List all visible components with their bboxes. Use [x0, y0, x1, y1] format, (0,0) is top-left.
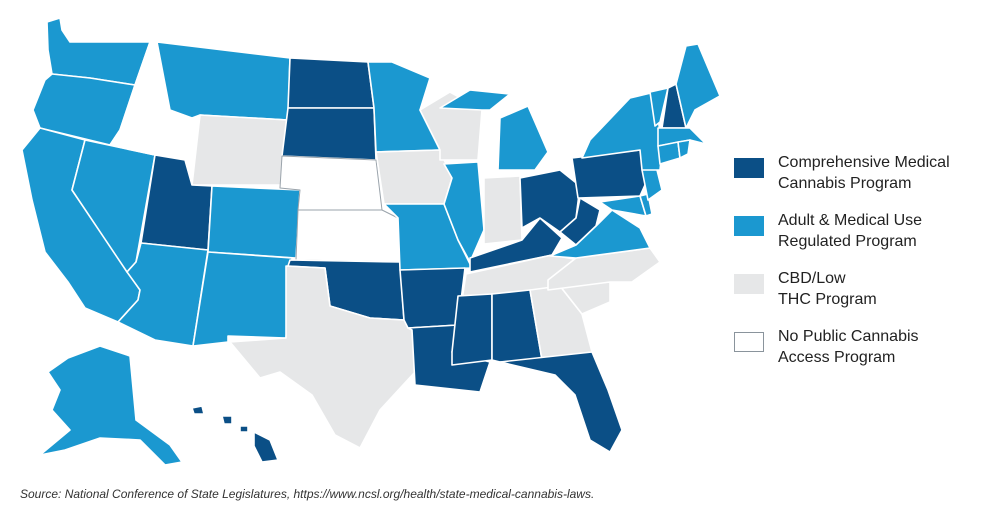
us-state-map: [21, 17, 720, 466]
state-KY: [469, 217, 563, 273]
legend-item-cbd: CBD/Low THC Program: [734, 268, 984, 326]
state-MI: [439, 89, 549, 171]
legend-label: No Public Cannabis Access Program: [778, 328, 919, 366]
state-VA: [549, 209, 651, 259]
state-KS: [295, 209, 401, 263]
legend-swatch-comprehensive: [734, 158, 764, 178]
us-state-map-svg: [21, 17, 720, 466]
state-AK: [39, 345, 183, 466]
state-CT: [657, 141, 681, 165]
state-ND: [287, 57, 375, 109]
state-HI: [191, 405, 279, 463]
legend: Comprehensive Medical Cannabis Program A…: [734, 152, 984, 384]
legend-item-adult: Adult & Medical Use Regulated Program: [734, 210, 984, 268]
state-VT: [649, 87, 669, 127]
state-MD: [599, 195, 647, 217]
legend-label: CBD/Low THC Program: [778, 270, 877, 308]
state-WY: [191, 114, 289, 186]
state-RI: [677, 139, 691, 159]
state-IN: [483, 175, 523, 245]
state-NM: [192, 251, 293, 347]
legend-swatch-cbd: [734, 274, 764, 294]
state-TX: [229, 265, 416, 449]
legend-label: Adult & Medical Use Regulated Program: [778, 212, 923, 250]
state-CO: [207, 185, 301, 259]
legend-label: Comprehensive Medical Cannabis Program: [778, 154, 950, 192]
state-MS: [451, 293, 493, 366]
legend-item-none: No Public Cannabis Access Program: [734, 326, 984, 384]
legend-swatch-adult: [734, 216, 764, 236]
legend-item-comprehensive: Comprehensive Medical Cannabis Program: [734, 152, 984, 210]
state-SD: [281, 107, 377, 161]
state-MA: [657, 127, 707, 147]
state-IL: [443, 161, 485, 263]
legend-swatch-none: [734, 332, 764, 352]
state-ME: [675, 43, 720, 129]
state-MT: [156, 41, 291, 121]
source-note: Source: National Conference of State Leg…: [20, 487, 595, 501]
state-NY: [581, 91, 663, 171]
state-FL: [499, 351, 623, 453]
